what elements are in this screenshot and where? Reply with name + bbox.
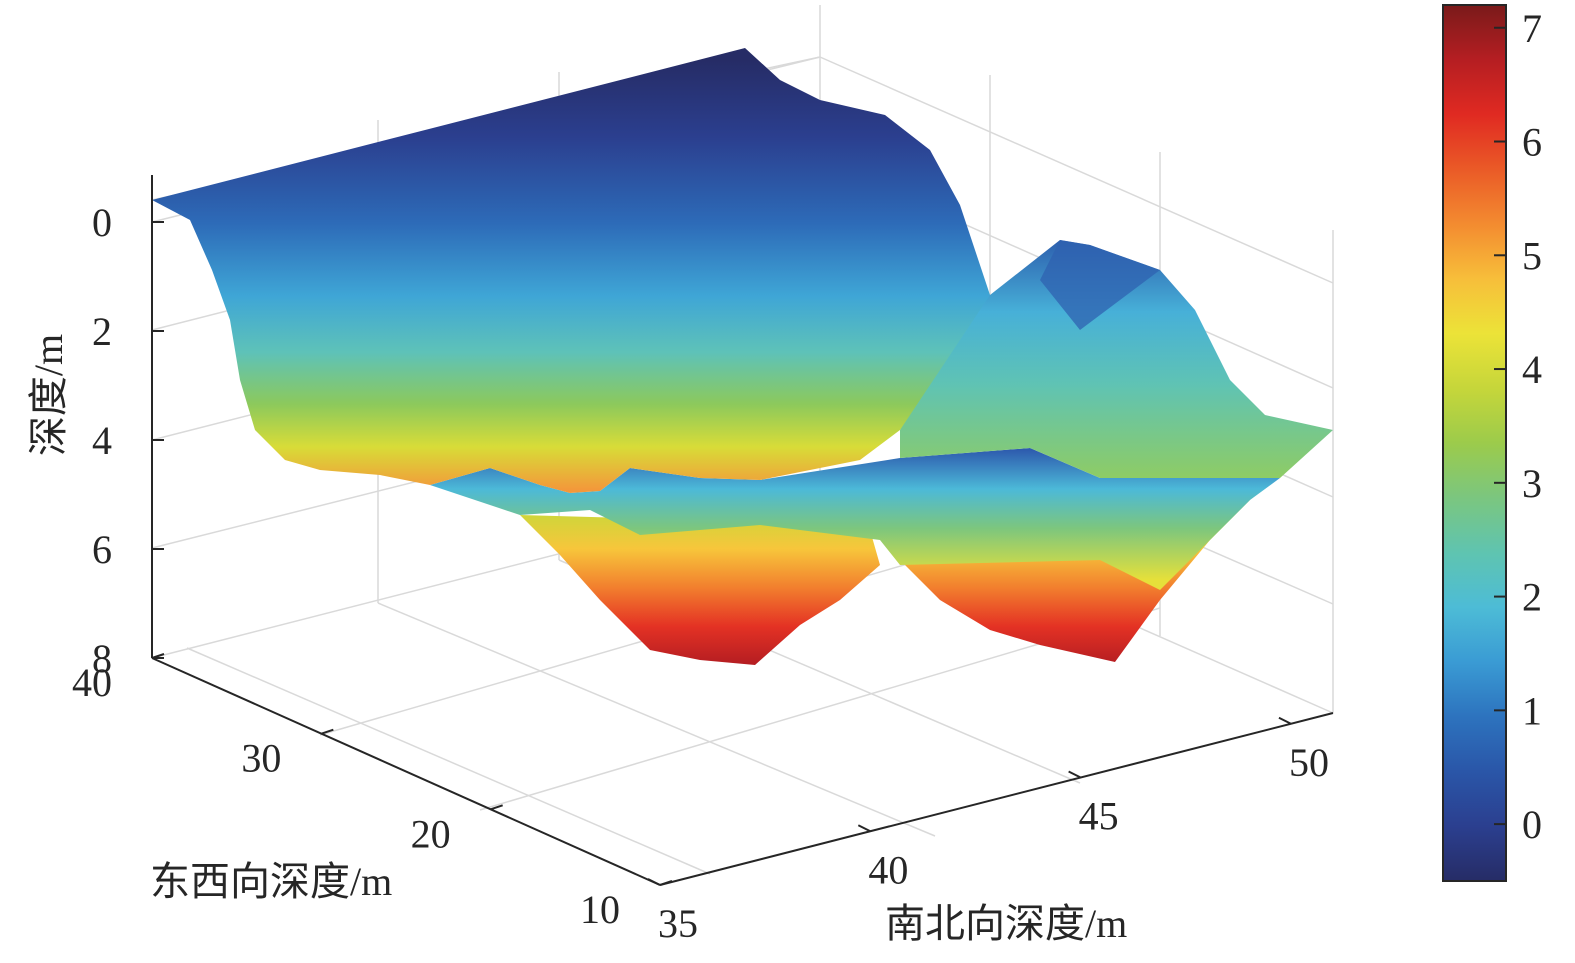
z-tick-label: 8 [92, 636, 112, 681]
y-tick-label: 50 [1289, 740, 1329, 785]
y-tick-label: 45 [1079, 794, 1119, 839]
colorbar: 0 1 2 3 4 5 6 7 [1442, 4, 1542, 882]
x-axis-ticks: 40 30 20 10 [72, 653, 673, 932]
colorbar-tick-label: 7 [1522, 6, 1542, 51]
y-tick-mark [1068, 770, 1082, 779]
colorbar-tick-label: 5 [1522, 233, 1542, 278]
y-tick-mark [647, 878, 661, 886]
y-axis-label: 南北向深度/m [885, 901, 1127, 946]
z-tick-label: 4 [92, 418, 112, 463]
x-tick-mark [659, 880, 673, 886]
surface-main-sheet [152, 48, 1000, 493]
colorbar-tick-label: 6 [1522, 120, 1542, 165]
colorbar-tick-label: 2 [1522, 575, 1542, 620]
y-tick-mark [1278, 716, 1292, 725]
x-tick-label: 40 [72, 660, 112, 705]
colorbar-ticks: 0 1 2 3 4 5 6 7 [1494, 6, 1542, 847]
x-tick-mark [151, 653, 165, 659]
z-tick-label: 0 [92, 200, 112, 245]
colorbar-bar [1442, 4, 1507, 882]
front-axes [151, 175, 1334, 886]
y-tick-label: 40 [868, 847, 908, 892]
surface-right-bump [900, 240, 1333, 478]
x-tick-mark [490, 804, 503, 811]
x-tick-mark [321, 728, 334, 735]
colorbar-tick-label: 3 [1522, 461, 1542, 506]
surface-right-bump-shade [1040, 240, 1160, 330]
surface-trough-left [520, 515, 880, 665]
x-tick-label: 20 [411, 811, 451, 856]
x-tick-label: 10 [580, 887, 620, 932]
colorbar-tick-label: 0 [1522, 802, 1542, 847]
x-tick-label: 30 [241, 736, 281, 781]
y-axis-ticks: 35 40 45 50 [647, 716, 1329, 946]
surface-front-band [430, 448, 1280, 590]
colorbar-tick-label: 1 [1522, 688, 1542, 733]
z-tick-label: 2 [92, 309, 112, 354]
z-axis-label: 深度/m [26, 334, 71, 456]
y-tick-mark [857, 824, 871, 833]
z-axis-ticks: 0 2 4 6 8 [92, 200, 164, 681]
surface-plot [152, 48, 1333, 665]
colorbar-tick-label: 4 [1522, 347, 1542, 392]
y-tick-label: 35 [658, 901, 698, 946]
x-axis-label: 东西向深度/m [150, 859, 392, 904]
z-tick-label: 6 [92, 527, 112, 572]
